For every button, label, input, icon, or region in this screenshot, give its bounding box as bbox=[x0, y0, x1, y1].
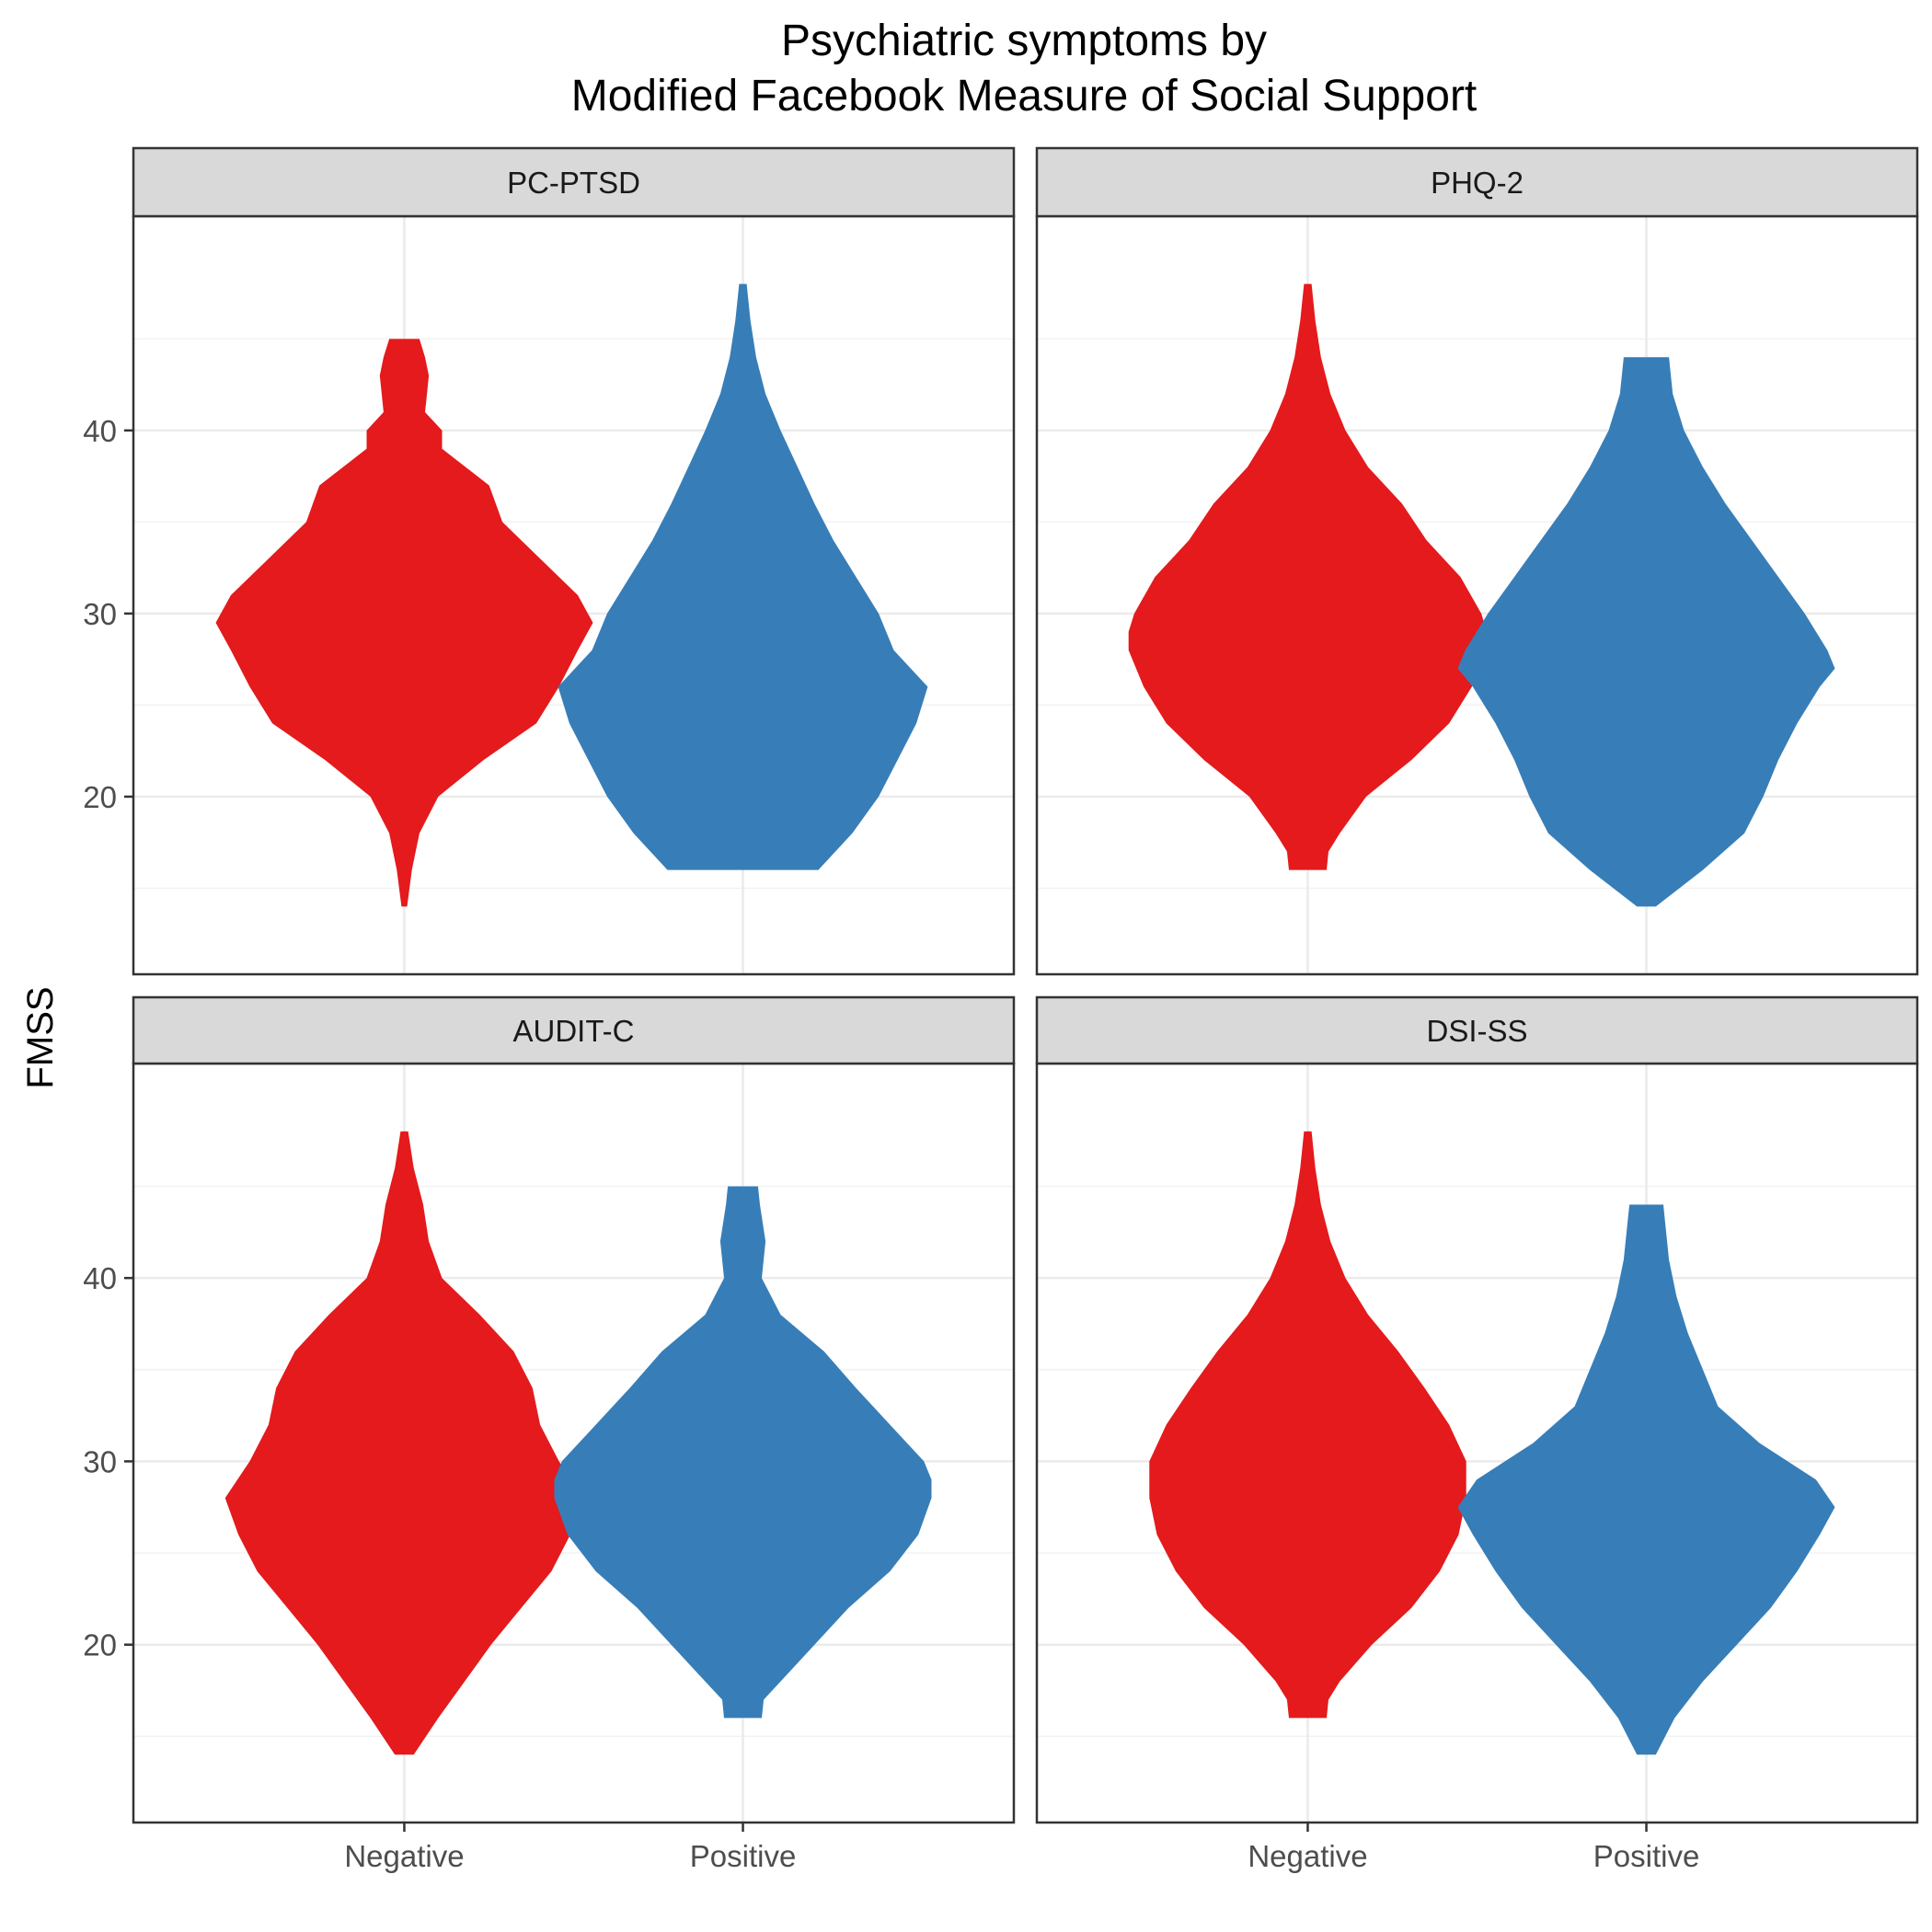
chart-subtitle: Modified Facebook Measure of Social Supp… bbox=[571, 72, 1478, 121]
violin-negative-pc-ptsd bbox=[215, 339, 593, 907]
x-tick-label: Negative bbox=[1248, 1839, 1367, 1873]
chart-title: Psychiatric symptoms by bbox=[781, 17, 1267, 65]
strip-label: DSI-SS bbox=[1426, 1014, 1527, 1048]
strip-background bbox=[1035, 146, 1919, 218]
violin-negative-audit-c bbox=[224, 1131, 584, 1755]
violin-negative-phq-2 bbox=[1128, 283, 1488, 870]
y-tick-label: 20 bbox=[83, 1628, 117, 1662]
x-tick-label: Positive bbox=[690, 1839, 797, 1873]
facet-panel-audit-c: AUDIT-C 20 30 40 Negative Positive bbox=[83, 995, 1016, 1873]
facet-panel-dsi-ss: DSI-SS Negative Positive bbox=[1035, 995, 1919, 1873]
facet-panels: PC-PTSD 20 30 40 PHQ-2 AUDIT-C 20 30 40 Negative P… bbox=[83, 146, 1919, 1873]
x-tick-label: Negative bbox=[344, 1839, 464, 1873]
violin-negative-dsi-ss bbox=[1149, 1131, 1466, 1719]
x-tick-label: Positive bbox=[1593, 1839, 1700, 1873]
strip-label: AUDIT-C bbox=[513, 1014, 635, 1048]
y-tick-label: 30 bbox=[83, 1444, 117, 1478]
y-axis-title: FMSS bbox=[20, 986, 61, 1088]
violin-positive-pc-ptsd bbox=[558, 283, 928, 870]
y-tick-label: 40 bbox=[83, 414, 117, 448]
strip-background bbox=[132, 146, 1016, 218]
facet-panel-phq-2: PHQ-2 bbox=[1035, 146, 1919, 976]
violin-positive-dsi-ss bbox=[1457, 1204, 1835, 1755]
y-tick-label: 30 bbox=[83, 597, 117, 631]
violin-positive-phq-2 bbox=[1457, 357, 1835, 907]
facet-panel-pc-ptsd: PC-PTSD 20 30 40 bbox=[83, 146, 1016, 976]
strip-label: PHQ-2 bbox=[1431, 166, 1524, 200]
strip-background bbox=[1035, 995, 1919, 1065]
y-tick-label: 20 bbox=[83, 780, 117, 814]
violin-positive-audit-c bbox=[554, 1186, 932, 1719]
y-tick-label: 40 bbox=[83, 1261, 117, 1295]
strip-label: PC-PTSD bbox=[507, 166, 640, 200]
strip-background bbox=[132, 995, 1016, 1065]
